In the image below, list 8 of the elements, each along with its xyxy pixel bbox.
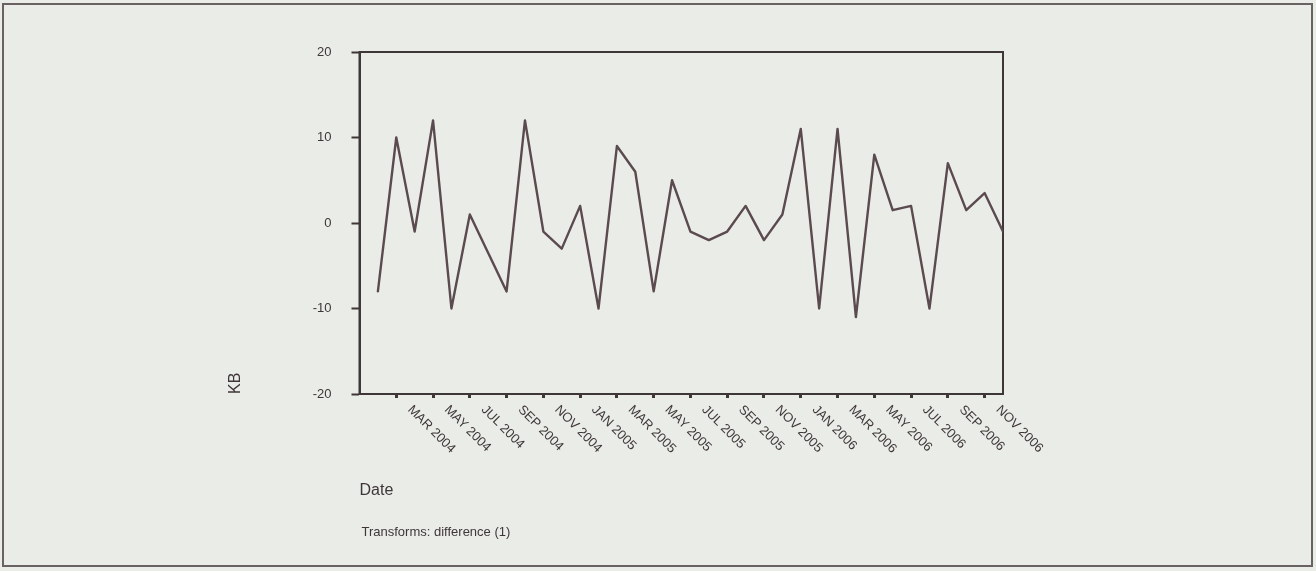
y-axis-title: KB bbox=[226, 372, 244, 394]
y-tick-label: 0 bbox=[324, 214, 332, 230]
y-tick-label: -20 bbox=[312, 385, 332, 401]
y-tick-label: 20 bbox=[317, 43, 332, 59]
x-axis-title: Date bbox=[359, 480, 394, 498]
y-tick-label: -10 bbox=[312, 300, 332, 316]
text: Transforms: difference (1) bbox=[361, 523, 511, 539]
y-tick-label: 10 bbox=[317, 129, 332, 145]
